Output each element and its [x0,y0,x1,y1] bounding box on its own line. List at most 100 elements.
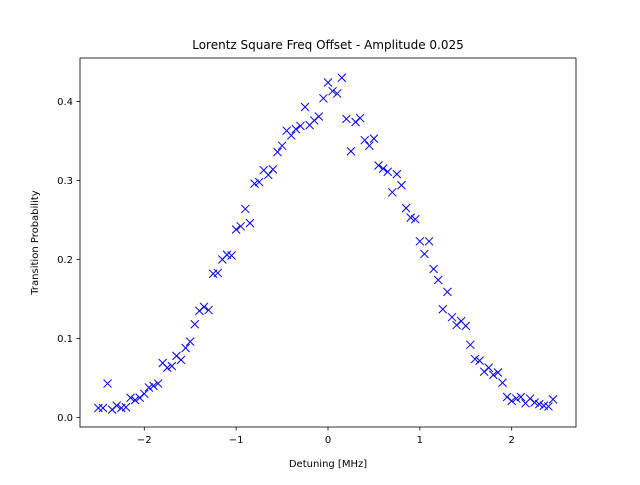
data-point [438,304,448,314]
data-point [433,275,443,285]
x-tick-label: 2 [509,435,515,446]
data-point-stroke [516,392,526,402]
data-point [130,395,140,405]
data-point-stroke [461,321,471,331]
data-point-stroke [319,93,328,103]
data-point [470,354,480,364]
data-point [245,218,255,228]
data-point [204,305,213,315]
data-point-stroke [250,179,259,188]
data-point-stroke [493,368,503,377]
data-point [461,321,471,331]
data-point-stroke [355,113,365,123]
data-point [332,89,342,98]
data-point [548,394,558,404]
data-point-stroke [410,214,420,224]
data-point-stroke [433,275,443,285]
data-point-stroke [323,78,333,87]
data-point-stroke [286,131,296,140]
data-point-stroke [222,250,232,260]
data-point [103,379,112,388]
data-point-stroke [94,403,103,413]
x-tick-label: −2 [137,435,152,446]
data-point [153,379,163,388]
data-point [286,131,296,140]
data-point [162,363,172,373]
data-point [213,268,223,278]
data-point [181,343,190,353]
y-axis-ticks: 0.0 0.1 0.2 0.3 0.4 [57,97,80,424]
data-point-stroke [328,86,337,96]
data-point-stroke [498,378,507,388]
data-point [268,165,278,174]
data-point [447,312,457,322]
data-point [263,170,273,180]
data-point-stroke [149,381,158,391]
data-point-stroke [291,124,301,134]
data-point-stroke [470,354,480,364]
data-point-stroke [397,180,406,190]
data-point-stroke [167,361,177,371]
data-point-stroke [204,305,213,315]
data-point [190,319,200,329]
data-point-stroke [144,383,154,392]
data-point [355,113,365,123]
data-point [277,141,287,151]
x-tick-label: −1 [229,435,244,446]
data-point-stroke [259,165,269,175]
data-point-stroke [199,302,209,312]
y-tick-label: 0.3 [57,176,73,187]
data-point [185,337,195,347]
data-point-stroke [337,73,347,83]
data-point [199,302,209,312]
data-point [507,396,517,406]
data-point-stroke [176,355,186,365]
data-point-stroke [420,249,429,259]
data-point-stroke [112,401,122,411]
data-point-stroke [240,204,250,214]
data-point [227,251,236,260]
data-point [254,177,264,187]
data-point-stroke [438,304,448,314]
data-point-stroke [296,121,305,131]
x-axis-label: Detuning [MHz] [289,459,367,470]
data-point [410,214,420,224]
data-point [511,394,521,403]
data-point-stroke [424,236,434,246]
data-point-stroke [268,165,278,174]
data-point [415,236,425,246]
data-point-stroke [172,351,181,361]
data-point [98,403,108,413]
data-point [364,141,374,151]
data-point [397,180,406,190]
data-point [420,249,429,259]
data-point-stroke [488,370,498,380]
data-point [342,114,351,124]
data-point-stroke [415,236,425,246]
data-point-stroke [273,147,282,157]
data-point-stroke [245,218,255,228]
y-axis-label: Transition Probability [30,190,41,295]
data-point-stroke [406,213,416,222]
data-point [516,392,526,402]
data-point [167,361,177,371]
data-point [443,287,452,297]
data-point-stroke [139,389,149,399]
data-point-stroke [429,264,438,274]
data-point [429,264,438,274]
data-point [231,225,241,234]
data-point [176,355,186,365]
data-point [488,370,498,380]
data-point [126,393,135,403]
data-point-stroke [126,393,135,403]
data-point-stroke [530,398,540,407]
data-point [240,204,250,214]
data-point [337,73,347,83]
data-point [139,389,149,399]
data-point [484,363,494,373]
data-point [530,398,540,407]
data-point-stroke [539,401,549,411]
data-point [149,381,158,391]
